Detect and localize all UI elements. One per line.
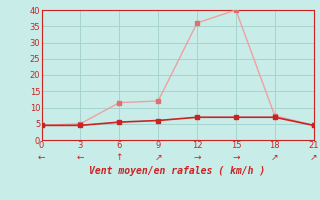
Text: ←: ← <box>77 153 84 162</box>
Text: ←: ← <box>38 153 45 162</box>
Text: ↗: ↗ <box>310 153 317 162</box>
Text: ↗: ↗ <box>155 153 162 162</box>
Text: Vent moyen/en rafales ( km/h ): Vent moyen/en rafales ( km/h ) <box>90 166 266 176</box>
Text: →: → <box>193 153 201 162</box>
Text: ↗: ↗ <box>271 153 278 162</box>
Text: ↑: ↑ <box>116 153 123 162</box>
Text: →: → <box>232 153 240 162</box>
